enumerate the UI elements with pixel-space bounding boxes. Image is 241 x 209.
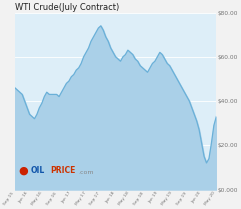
Text: .com: .com bbox=[78, 170, 94, 175]
Text: OIL: OIL bbox=[31, 166, 45, 175]
Text: ●: ● bbox=[19, 165, 29, 175]
Text: WTI Crude(July Contract): WTI Crude(July Contract) bbox=[15, 3, 119, 12]
Text: PRICE: PRICE bbox=[50, 166, 75, 175]
